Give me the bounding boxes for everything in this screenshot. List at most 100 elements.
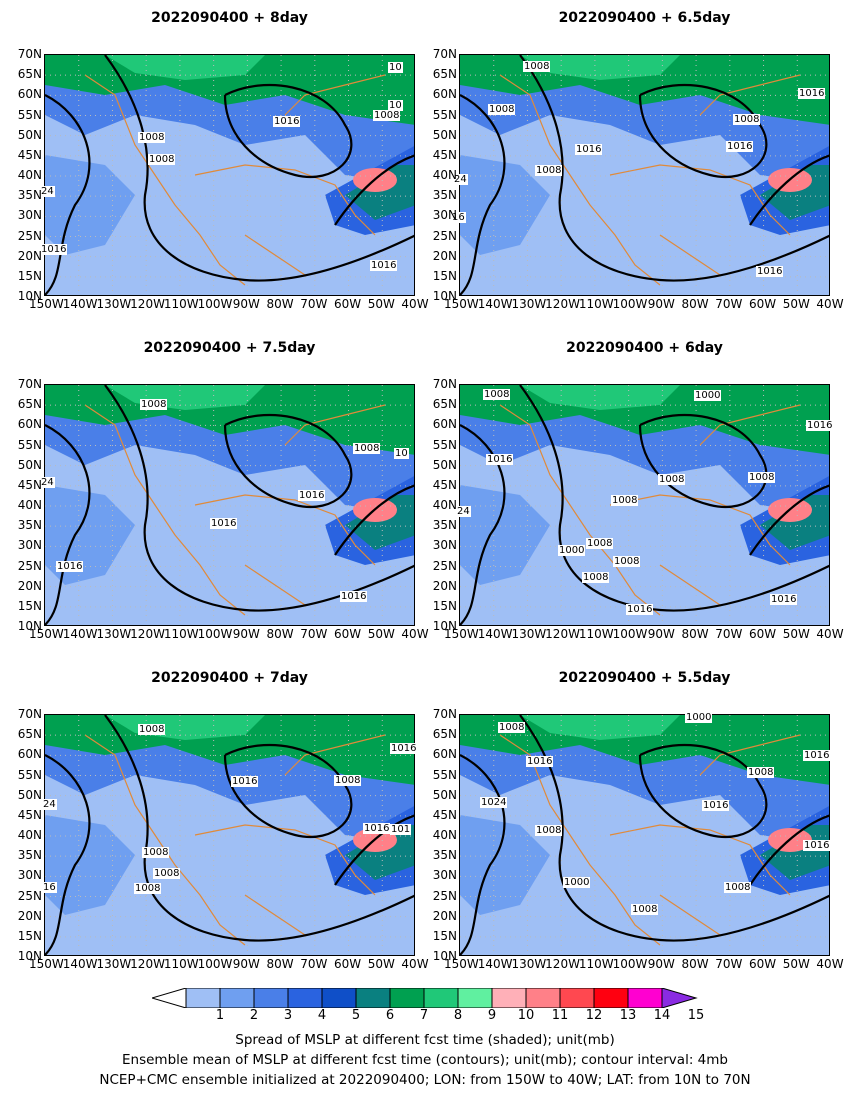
lon-tick-label: 130W — [511, 957, 547, 971]
lat-tick-label: 30N — [432, 208, 457, 223]
contour-label: 101 — [390, 824, 412, 835]
map-panel — [44, 54, 415, 296]
isobar-contour — [460, 424, 506, 625]
contour-label: 1008 — [523, 61, 551, 72]
lon-tick-label: 130W — [96, 297, 132, 311]
colorbar-segment — [525, 988, 561, 1008]
lon-tick-label: 90W — [232, 297, 260, 311]
lat-tick-label: 25N — [432, 558, 457, 573]
contour-label: 1008 — [153, 868, 181, 879]
lat-tick-label: 60N — [17, 87, 42, 102]
isobar-contour — [223, 743, 353, 838]
lat-tick-label: 10N — [17, 289, 42, 303]
contour-label: 1016 — [298, 490, 326, 501]
contour-label: 1000 — [685, 712, 713, 723]
colorbar-tick: 9 — [487, 1008, 497, 1023]
lat-tick-label: 10N — [432, 949, 457, 963]
contour-label: 1008 — [498, 722, 526, 733]
colorbar-tick: 2 — [249, 1008, 259, 1023]
lat-tick-label: 30N — [432, 538, 457, 553]
lon-tick-label: 130W — [96, 957, 132, 971]
isobar-contour — [749, 814, 829, 886]
contour-label: 24 — [42, 799, 57, 810]
lon-tick-label: 80W — [266, 627, 294, 641]
lon-tick-label: 80W — [681, 297, 709, 311]
panel-title: 2022090400 + 7day — [151, 670, 308, 686]
isobar-contour — [45, 424, 91, 625]
lat-tick-label: 40N — [17, 828, 42, 842]
colorbar-segment — [491, 988, 527, 1008]
lat-tick-label: 65N — [17, 67, 42, 82]
lon-tick-label: 100W — [612, 957, 648, 971]
lon-tick-label: 150W — [29, 627, 64, 641]
lat-tick-label: 30N — [17, 868, 42, 883]
lat-tick-label: 25N — [17, 558, 42, 573]
lon-tick-label: 80W — [266, 297, 294, 311]
lon-tick-label: 60W — [333, 297, 362, 311]
lon-tick-label: 110W — [163, 957, 199, 971]
colorbar-segment — [389, 988, 425, 1008]
lon-tick-label: 90W — [647, 297, 675, 311]
lon-tick-label: 40W — [401, 297, 429, 311]
panel-title: 2022090400 + 6.5day — [558, 10, 731, 26]
lon-tick-label: 90W — [647, 957, 675, 971]
contour-label: 1008 — [611, 495, 639, 506]
colorbar-segment — [219, 988, 255, 1008]
lat-tick-label: 25N — [17, 888, 42, 903]
spread-shading — [520, 55, 680, 80]
contour-label: 1008 — [142, 847, 170, 858]
contour-label: 1008 — [138, 724, 166, 735]
lon-tick-label: 70W — [715, 297, 743, 311]
lon-tick-label: 40W — [401, 627, 429, 641]
lat-tick-label: 20N — [432, 248, 457, 263]
lon-tick-label: 70W — [300, 297, 328, 311]
lat-tick-label: 50N — [17, 127, 42, 142]
colorbar-segment — [423, 988, 459, 1008]
panel-title: 2022090400 + 6day — [566, 340, 723, 356]
contour-label: 1008 — [658, 474, 686, 485]
contour-label: 1016 — [726, 141, 754, 152]
lon-tick-label: 60W — [748, 957, 777, 971]
isobar-contour — [749, 484, 829, 556]
lon-tick-label: 110W — [578, 297, 614, 311]
lon-tick-label: 100W — [197, 297, 233, 311]
lat-tick-label: 45N — [432, 477, 457, 492]
lat-tick-label: 15N — [432, 268, 457, 283]
lat-tick-label: 60N — [17, 747, 42, 762]
lon-tick-label: 100W — [197, 627, 233, 641]
lat-tick-label: 10N — [432, 289, 457, 303]
isobar-contour — [638, 743, 768, 838]
contour-label: 1016 — [486, 454, 514, 465]
lat-tick-label: 15N — [432, 598, 457, 613]
lat-tick-label: 40N — [17, 168, 42, 182]
lat-tick-label: 60N — [432, 417, 457, 432]
isobar-contour — [519, 715, 829, 942]
spread-shading — [105, 55, 265, 80]
colorbar-tick: 7 — [419, 1008, 429, 1023]
contour-label: 24 — [456, 506, 471, 517]
colorbar-segment — [287, 988, 323, 1008]
lat-tick-label: 35N — [432, 188, 457, 203]
isobar-contour — [104, 715, 414, 942]
caption-line: NCEP+CMC ensemble initialized at 2022090… — [99, 1072, 751, 1088]
contour-label: 1016 — [273, 116, 301, 127]
lat-tick-label: 25N — [432, 228, 457, 243]
contour-label: 1016 — [770, 594, 798, 605]
contour-label: 1016 — [575, 144, 603, 155]
contour-label: 1008 — [748, 472, 776, 483]
contour-label: 1016 — [798, 88, 826, 99]
map-svg — [45, 55, 414, 295]
panel-title: 2022090400 + 5.5day — [558, 670, 731, 686]
lat-tick-label: 15N — [432, 928, 457, 943]
contour-label: 1008 — [140, 399, 168, 410]
lat-tick-label: 60N — [432, 747, 457, 762]
panel-title: 2022090400 + 7.5day — [143, 340, 316, 356]
isobar-contour — [45, 94, 91, 295]
lat-tick-label: 35N — [17, 848, 42, 863]
lon-tick-label: 140W — [477, 627, 513, 641]
lon-tick-label: 150W — [29, 297, 64, 311]
caption-line: Spread of MSLP at different fcst time (s… — [235, 1032, 615, 1048]
lon-tick-label: 90W — [232, 957, 260, 971]
lat-tick-label: 30N — [432, 868, 457, 883]
lon-tick-label: 50W — [367, 627, 395, 641]
